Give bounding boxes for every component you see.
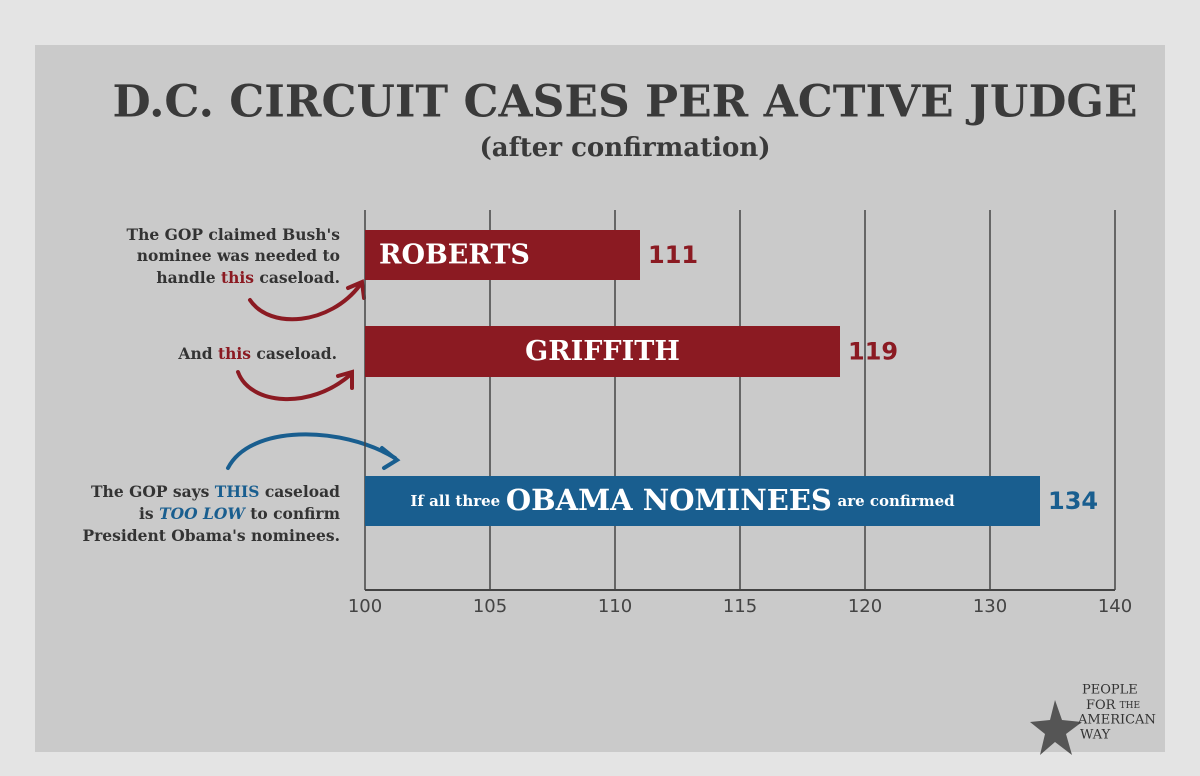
annotation: is TOO LOW to confirm — [139, 504, 341, 523]
annotation-text: caseload — [265, 482, 340, 501]
logo-text: PEOPLE — [1082, 683, 1138, 698]
x-tick-label: 140 — [1098, 596, 1132, 617]
annotation-text: caseload. — [256, 344, 337, 363]
bar — [365, 326, 840, 377]
annotation-highlight: THIS — [215, 482, 260, 501]
x-tick-label: 105 — [473, 596, 507, 617]
logo-star — [1030, 700, 1082, 755]
annotation: handle this caseload. — [156, 268, 340, 287]
annotation-text: The GOP says — [91, 482, 210, 501]
annotation: nominee was needed to — [137, 246, 340, 265]
x-tick-label: 110 — [598, 596, 632, 617]
logo-text: AMERICAN — [1077, 713, 1156, 728]
panel — [35, 45, 1165, 752]
value-label: 134 — [1048, 487, 1098, 515]
annotation: President Obama's nominees. — [82, 526, 340, 545]
bar-label-main: OBAMA NOMINEES — [506, 483, 832, 517]
value-label: 119 — [848, 338, 898, 366]
annotation: And this caseload. — [177, 344, 337, 363]
logo-text: FOR THE — [1086, 698, 1140, 713]
bar — [365, 476, 1040, 526]
arrows — [226, 279, 401, 470]
chart-title: D.C. CIRCUIT CASES PER ACTIVE JUDGE — [113, 77, 1138, 128]
bar-label-suffix: are confirmed — [837, 492, 955, 510]
bar-label: If all three OBAMA NOMINEES are confirme… — [410, 483, 955, 517]
bar-label: ROBERTS — [379, 240, 530, 271]
annotation-highlight: this — [218, 344, 251, 363]
annotation-highlight: TOO LOW — [159, 504, 246, 523]
chart-subtitle: (after confirmation) — [479, 133, 770, 163]
logo-text: WAY — [1080, 728, 1111, 743]
x-tick-label: 120 — [848, 596, 882, 617]
x-tick-label: 100 — [348, 596, 382, 617]
annotation-text: caseload. — [259, 268, 340, 287]
annotation-highlight: this — [221, 268, 254, 287]
value-label: 111 — [648, 241, 698, 269]
x-tick-label: 130 — [973, 596, 1007, 617]
logo-text: THE — [1120, 701, 1140, 711]
bar — [365, 230, 640, 280]
bar-label-prefix: If all three — [410, 492, 500, 510]
annotation-text: handle — [156, 268, 215, 287]
logo: PEOPLE FOR THE AMERICAN WAY — [1030, 683, 1156, 755]
bar-label: GRIFFITH — [525, 336, 680, 367]
annotation-text: And — [177, 344, 212, 363]
annotation: The GOP says THIS caseload — [91, 482, 340, 501]
logo-text: FOR — [1086, 698, 1117, 713]
annotation-text: to confirm — [250, 504, 340, 523]
annotation-text: is — [139, 504, 154, 523]
annotation: The GOP claimed Bush's — [127, 225, 341, 244]
x-tick-label: 115 — [723, 596, 757, 617]
